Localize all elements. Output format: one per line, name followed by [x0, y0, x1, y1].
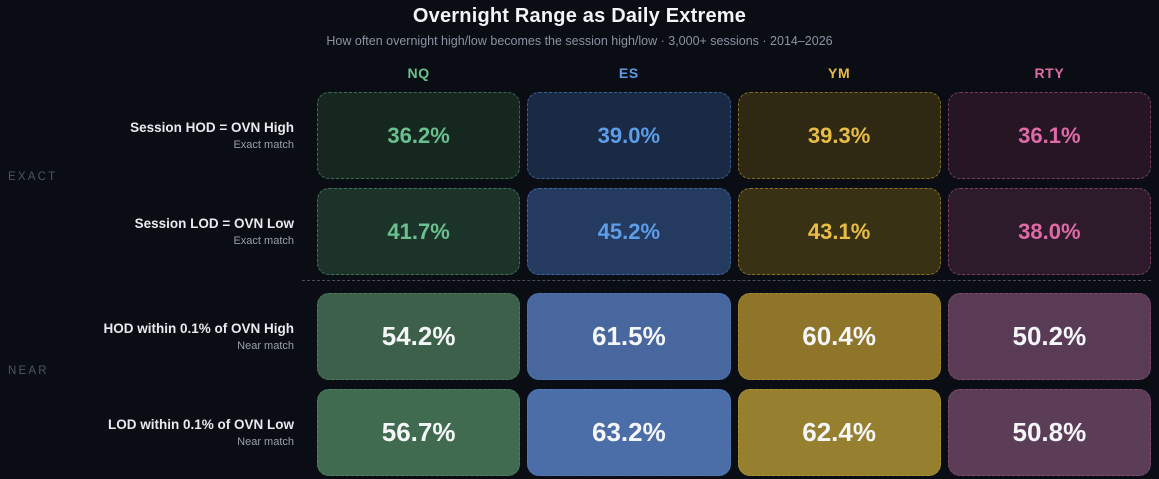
heatmap-cell-es-row2: 45.2% [527, 188, 731, 275]
row-label: HOD within 0.1% of OVN High [103, 321, 294, 336]
heatmap-cell-es-row1: 39.0% [527, 92, 731, 179]
column-header-es: ES [618, 64, 639, 81]
column-header-rty: RTY [1034, 64, 1065, 81]
row-group-label-near: NEAR [8, 365, 49, 377]
heatmap-cell-rty-row2: 38.0% [947, 188, 1151, 275]
heatmap-cell-nq-row2: 41.7% [317, 188, 521, 275]
heatmap-cell-ym-row3: 60.4% [737, 293, 941, 380]
heatmap-cell-nq-row4: 56.7% [317, 389, 521, 476]
row-label: Session HOD = OVN High [130, 120, 294, 135]
heatmap-cell-es-row3: 61.5% [527, 293, 731, 380]
column-header-ym: YM [828, 64, 851, 81]
heatmap-cell-rty-row1: 36.1% [947, 92, 1151, 179]
row-label-cell: Session HOD = OVN High Exact match [0, 92, 310, 179]
row-group-label-exact: EXACT [8, 171, 58, 183]
row-sublabel: Near match [237, 340, 294, 352]
row-label: Session LOD = OVN Low [134, 216, 294, 231]
row-sublabel: Near match [237, 436, 294, 448]
row-label: LOD within 0.1% of OVN Low [107, 417, 294, 432]
column-header-spacer [0, 62, 310, 83]
row-label-cell: HOD within 0.1% of OVN High Near match [0, 293, 310, 380]
row-label-cell: LOD within 0.1% of OVN Low Near match [0, 389, 310, 476]
heatmap-cell-nq-row1: 36.2% [317, 92, 521, 179]
row-sublabel: Exact match [233, 139, 294, 151]
heatmap-grid: NQ ES YM RTY Session HOD = OVN High Exact mat… [0, 62, 1159, 476]
chart-subtitle: How often overnight high/low becomes the… [326, 34, 833, 48]
heatmap-cell-rty-row3: 50.2% [947, 293, 1151, 380]
heatmap-cell-rty-row4: 50.8% [947, 389, 1151, 476]
heatmap-cell-nq-row3: 54.2% [317, 293, 521, 380]
heatmap-cell-ym-row4: 62.4% [737, 389, 941, 476]
heatmap-cell-es-row4: 63.2% [527, 389, 731, 476]
row-sublabel: Exact match [233, 235, 294, 247]
row-label-cell: Session LOD = OVN Low Exact match [0, 188, 310, 275]
heatmap-cell-ym-row1: 39.3% [737, 92, 941, 179]
column-header-nq: NQ [407, 64, 430, 81]
heatmap-cell-ym-row2: 43.1% [737, 188, 941, 275]
chart-title: Overnight Range as Daily Extreme [412, 5, 747, 27]
group-divider [302, 280, 1151, 281]
